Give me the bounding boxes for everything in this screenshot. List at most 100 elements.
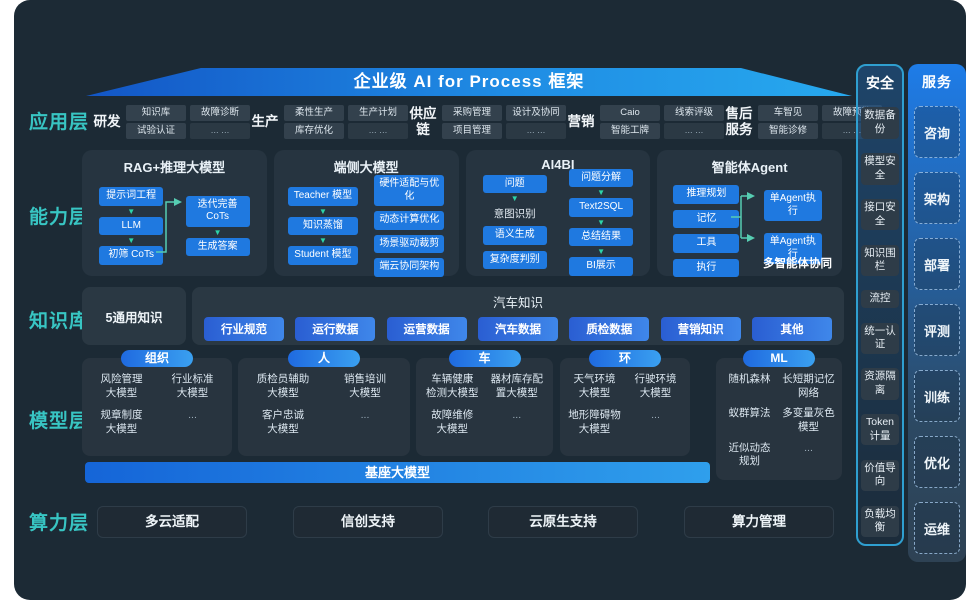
agent-execution: 单Agent执行 [763, 233, 822, 264]
base-model-bar: 基座大模型 [85, 462, 710, 483]
capability-box-rag: RAG+推理大模型 提示词工程 ▼ LLM ▼ 初筛 CoTs 迭代完善CoTs… [82, 150, 267, 276]
security-item: 价值导向 [861, 459, 899, 492]
compute-item-multicloud: 多云适配 [97, 506, 247, 538]
arrow-down-icon: ▼ [127, 236, 136, 246]
flow-step: 初筛 CoTs [99, 246, 164, 265]
service-item: 优化 [914, 436, 960, 488]
flow-step: LLM [99, 216, 164, 236]
flow-step: 场景驱动裁剪 [374, 234, 445, 254]
security-item: 数据备份 [861, 107, 899, 139]
model-item: 器材库存配 置大模型 [490, 373, 544, 399]
app-chip-line: ... ... [190, 123, 250, 139]
app-chip: 生产计划 ... ... [348, 105, 408, 139]
app-group-marketing: 营销 Caio 智能工牌 线索评级 ... ... [566, 99, 724, 145]
model-item: 行业标准 大模型 [171, 373, 214, 399]
model-item: 规章制度 大模型 [100, 409, 143, 435]
agent-component: 推理规划 [673, 185, 740, 204]
model-item: 故障维修 大模型 [431, 409, 474, 435]
compute-item-cloudnative: 云原生支持 [488, 506, 638, 538]
service-item: 运维 [914, 502, 960, 554]
flow-step: 总结结果 [569, 227, 634, 246]
model-item: 长短期记忆 网络 [782, 373, 835, 399]
service-item: 架构 [914, 172, 960, 224]
app-chip: 故障诊断 ... ... [190, 105, 250, 139]
capability-layer-row: RAG+推理大模型 提示词工程 ▼ LLM ▼ 初筛 CoTs 迭代完善CoTs… [82, 150, 842, 277]
app-group-label: 研发 [93, 114, 121, 130]
agent-component: 工具 [673, 234, 740, 253]
app-chip: Caio 智能工牌 [600, 105, 660, 139]
app-group-production: 生产 柔性生产 库存优化 生产计划 ... ... [250, 99, 408, 145]
app-chip-line: 项目管理 [442, 123, 502, 139]
knowledge-chip: 运营数据 [386, 317, 467, 341]
app-chip: 采购管理 项目管理 [442, 105, 502, 139]
app-chip-line: Caio [600, 105, 660, 121]
arrow-down-icon: ▼ [127, 206, 136, 216]
arrow-down-icon: ▼ [597, 188, 606, 197]
model-item: 质检员辅助 大模型 [256, 373, 310, 399]
service-item: 训练 [914, 370, 960, 422]
app-chip-line: 试验认证 [126, 123, 186, 139]
arrow-down-icon: ▼ [213, 227, 222, 237]
layer-label-application: 应用层 [28, 112, 89, 133]
flow-step: 硬件适配与优化 [374, 175, 445, 207]
flow-step: Teacher 模型 [287, 187, 358, 206]
arrow-down-icon: ▼ [597, 217, 606, 227]
flow-step: 迭代完善CoTs [185, 195, 250, 227]
agent-component: 记忆 [673, 209, 740, 228]
model-item: ... [651, 409, 660, 422]
model-item: ... [360, 409, 370, 422]
flow-step: 问题分解 [569, 168, 634, 187]
services-title: 服务 [922, 74, 952, 90]
model-item: 蚁群算法 [728, 407, 771, 420]
model-group-tag: 组织 [121, 350, 193, 367]
app-chip-line: 采购管理 [442, 105, 502, 121]
flow-step: 提示词工程 [99, 187, 164, 206]
app-group-label: 营销 [567, 114, 595, 130]
model-item: 天气环境 大模型 [573, 373, 616, 399]
knowledge-chip: 质检数据 [569, 317, 650, 341]
flow-step: Student 模型 [287, 246, 358, 265]
page-title-banner: 企业级 AI for Process 框架 [86, 68, 852, 96]
app-chip-line: 设计及协同 [506, 105, 566, 121]
flow-step: 动态计算优化 [374, 211, 445, 230]
model-item: 销售培训 大模型 [344, 373, 386, 399]
multi-agent-label: 多智能体协同 [763, 258, 832, 270]
application-layer-row: 研发 知识库 试验认证 故障诊断 ... ... 生产 柔性生产 库存优化 生产… [92, 99, 882, 145]
knowledge-chip: 运行数据 [295, 317, 376, 341]
capability-box-title: AI4BI [541, 157, 575, 172]
capability-box-title: 端侧大模型 [333, 160, 399, 175]
model-group-tag: 环 [589, 350, 661, 367]
app-chip-line: ... ... [506, 123, 566, 139]
agent-execution: 单Agent执行 [763, 190, 822, 221]
arrow-down-icon: ▼ [597, 247, 606, 256]
compute-item-xinchuang: 信创支持 [293, 506, 443, 538]
security-item: 知识围栏 [861, 244, 899, 276]
knowledge-chip: 其他 [751, 317, 832, 341]
model-group-environment: 环 天气环境 大模型 行驶环境 大模型 地形障碍物 大模型 ... [560, 350, 690, 456]
model-group-vehicle: 车 车辆健康 检测大模型 器材库存配 置大模型 故障维修 大模型 ... [416, 350, 553, 456]
app-chip-line: 知识库 [126, 105, 186, 121]
capability-box-title: 智能体Agent [711, 160, 788, 175]
app-chip-line: 库存优化 [284, 123, 344, 139]
flow-step: 问题 [482, 174, 547, 194]
knowledge-chip: 营销知识 [660, 317, 741, 341]
model-group-ml: ML 随机森林 长短期记忆 网络 蚁群算法 多变量灰色 模型 近似动态 规划 .… [716, 350, 842, 480]
model-item: 随机森林 [728, 373, 771, 385]
flow-step: Text2SQL [569, 198, 634, 217]
flow-step: 生成答案 [185, 237, 250, 257]
model-item: ... [512, 409, 522, 422]
model-item: 多变量灰色 模型 [782, 407, 835, 433]
capability-box-agent: 智能体Agent 推理规划 记忆 工具 执行 单Agent执行 单Agent执行 [657, 150, 842, 277]
knowledge-auto-title: 汽车知识 [492, 296, 543, 310]
model-item: ... [188, 409, 197, 422]
layer-label-knowledge: 知识库 [28, 311, 89, 332]
app-chip: 车智见 智能诊修 [758, 105, 818, 139]
arrow-down-icon: ▼ [318, 236, 327, 246]
app-chip-line: ... ... [664, 123, 724, 139]
layer-label-capability: 能力层 [28, 207, 89, 228]
app-chip-line: 智能诊修 [758, 123, 818, 139]
security-item: 流控 [861, 290, 899, 309]
model-item: ... [804, 441, 813, 454]
app-chip: 柔性生产 库存优化 [284, 105, 344, 139]
app-chip-line: 智能工牌 [600, 123, 660, 139]
